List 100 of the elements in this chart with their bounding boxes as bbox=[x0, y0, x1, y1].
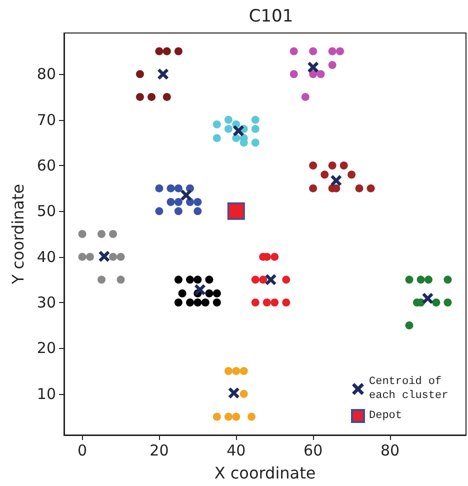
point bbox=[148, 92, 156, 101]
point bbox=[328, 161, 336, 170]
point bbox=[178, 289, 186, 298]
point bbox=[320, 170, 329, 179]
point bbox=[174, 47, 182, 56]
y-tick-label: 40 bbox=[36, 248, 56, 266]
point bbox=[186, 298, 194, 307]
point bbox=[309, 184, 318, 192]
point bbox=[174, 207, 182, 216]
point bbox=[422, 292, 434, 304]
point bbox=[328, 60, 336, 69]
point bbox=[212, 298, 221, 307]
point bbox=[282, 298, 290, 307]
point bbox=[330, 175, 342, 186]
legend-label: Centroid of each cluster bbox=[369, 376, 448, 402]
point bbox=[224, 412, 232, 421]
point bbox=[224, 124, 232, 133]
point bbox=[155, 47, 164, 56]
point bbox=[328, 47, 336, 56]
point bbox=[109, 230, 118, 238]
y-tick-label: 50 bbox=[36, 202, 56, 220]
point bbox=[405, 276, 414, 284]
point bbox=[232, 367, 240, 376]
point bbox=[290, 47, 298, 56]
point bbox=[227, 202, 245, 220]
point bbox=[270, 298, 279, 307]
point bbox=[158, 68, 169, 80]
point bbox=[116, 252, 125, 261]
y-tick-label: 60 bbox=[36, 156, 56, 174]
point bbox=[232, 125, 244, 136]
point bbox=[308, 62, 319, 73]
point bbox=[155, 184, 164, 192]
point bbox=[424, 276, 432, 284]
point bbox=[212, 134, 221, 142]
point bbox=[201, 298, 210, 307]
point bbox=[205, 289, 214, 298]
point bbox=[194, 284, 206, 296]
point bbox=[444, 298, 452, 307]
point bbox=[194, 276, 202, 284]
point bbox=[224, 367, 232, 376]
point bbox=[180, 190, 192, 201]
point bbox=[240, 367, 248, 376]
point bbox=[232, 412, 240, 421]
point bbox=[366, 184, 375, 192]
x-tick-label: 20 bbox=[150, 442, 169, 460]
point bbox=[174, 276, 182, 284]
point bbox=[259, 276, 268, 284]
point bbox=[78, 252, 86, 261]
point bbox=[251, 298, 260, 307]
point bbox=[212, 289, 221, 298]
point bbox=[262, 298, 271, 307]
point bbox=[251, 138, 260, 147]
point bbox=[251, 124, 260, 133]
point bbox=[251, 276, 260, 284]
point bbox=[205, 276, 214, 284]
y-tick-label: 80 bbox=[36, 65, 56, 84]
point bbox=[78, 230, 86, 238]
point bbox=[416, 276, 425, 284]
x-tick-label: 60 bbox=[304, 442, 323, 460]
point bbox=[166, 184, 175, 192]
point bbox=[309, 161, 318, 170]
point bbox=[290, 70, 298, 78]
point bbox=[309, 47, 318, 56]
point bbox=[136, 70, 144, 78]
y-tick-label: 20 bbox=[36, 339, 56, 358]
point bbox=[282, 276, 290, 284]
point bbox=[194, 207, 202, 216]
point bbox=[186, 276, 194, 284]
point bbox=[232, 134, 240, 142]
point bbox=[86, 252, 94, 261]
point bbox=[109, 252, 118, 261]
point bbox=[228, 387, 240, 398]
point bbox=[340, 161, 348, 170]
point bbox=[155, 207, 164, 216]
chart-title: C101 bbox=[248, 6, 294, 26]
y-tick-label: 30 bbox=[36, 294, 56, 312]
point bbox=[194, 198, 202, 206]
point bbox=[174, 298, 182, 307]
point bbox=[309, 70, 318, 78]
point bbox=[444, 276, 452, 284]
point bbox=[162, 92, 171, 101]
point bbox=[212, 412, 221, 421]
point bbox=[336, 47, 344, 56]
point bbox=[116, 276, 125, 284]
point bbox=[348, 170, 356, 179]
y-axis-title: Y coordinate bbox=[8, 184, 28, 286]
point bbox=[316, 70, 325, 78]
x-tick-label: 0 bbox=[78, 442, 88, 460]
point bbox=[194, 298, 202, 307]
point bbox=[224, 116, 232, 124]
point bbox=[174, 184, 182, 192]
point bbox=[136, 92, 144, 101]
point bbox=[432, 298, 440, 307]
x-axis-title: X coordinate bbox=[214, 464, 316, 482]
x-tick-label: 40 bbox=[226, 442, 246, 460]
point bbox=[355, 184, 364, 192]
legend-label: Depot bbox=[369, 410, 402, 422]
point bbox=[212, 120, 221, 128]
y-tick-label: 70 bbox=[36, 110, 56, 129]
point bbox=[166, 198, 175, 206]
